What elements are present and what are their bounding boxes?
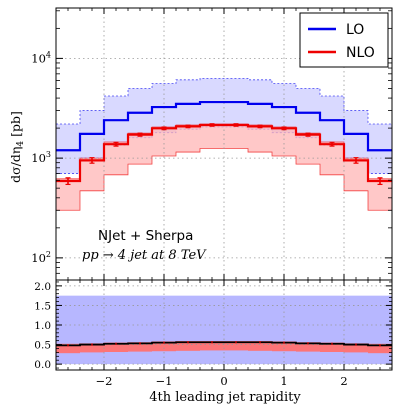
annotation-tool: NJet + Sherpa — [98, 228, 193, 244]
nlo-band-bin — [296, 133, 320, 165]
ratio-nlo-band-bin — [80, 343, 104, 353]
lo-band-bin — [56, 123, 80, 174]
nlo-band-bin — [200, 123, 224, 149]
lo-band-bin — [368, 123, 392, 174]
nlo-band-bin — [152, 127, 176, 157]
axis-labels: −2 −1 0 1 2 102 103 104 0.0 0.5 1.0 1.5 2.0 — [31, 50, 347, 388]
lo-line — [56, 100, 392, 152]
y-axis-title-subscript: 4 — [16, 141, 26, 147]
ratio-y-tick-label: 1.0 — [34, 320, 51, 332]
y-axis-title: dσ/dη4 [pb] — [8, 111, 26, 183]
svg-text:dσ/dη4[pb]: dσ/dη4 [pb] — [8, 111, 26, 183]
axis-ticks — [55, 8, 393, 370]
ratio-nlo-band-bin — [200, 341, 224, 351]
x-tick-label: 2 — [340, 374, 347, 388]
ratio-y-tick-label: 0.5 — [34, 340, 51, 352]
y-tick-label: 102 — [31, 250, 51, 265]
legend-nlo-label: NLO — [346, 45, 375, 61]
lo-band-edge — [56, 77, 392, 125]
ratio-nlo-band-bin — [104, 342, 128, 352]
nlo-band-bin — [128, 133, 152, 165]
ratio-nlo-band-bin — [248, 341, 272, 351]
y-axis-title-main: dσ/dη — [8, 147, 23, 183]
ratio-nlo-band-bin — [296, 342, 320, 352]
ratio-nlo-band-bin — [152, 341, 176, 352]
ratio-nlo-band-bin — [176, 341, 200, 351]
ratio-nlo-band-bin — [272, 341, 296, 352]
nlo-band-bin — [224, 123, 248, 149]
legend-box — [299, 12, 389, 68]
x-axis-title: 4th leading jet rapidity — [149, 390, 301, 405]
main-panel-series — [56, 100, 392, 186]
nlo-band-bin — [176, 124, 200, 153]
legend: LO NLO — [299, 12, 389, 68]
ratio-nlo-band-bin — [368, 343, 392, 354]
nlo-band-bin — [272, 127, 296, 157]
ratio-y-tick-label: 2.0 — [34, 281, 51, 293]
x-tick-label: 1 — [280, 374, 287, 388]
ratio-y-tick-label: 0.0 — [34, 359, 51, 371]
x-tick-label: −2 — [96, 374, 113, 388]
y-axis-title-unit: [pb] — [8, 111, 23, 137]
ratio-nlo-band-bin — [320, 342, 344, 352]
legend-lo-label: LO — [346, 22, 364, 38]
y-tick-label: 103 — [31, 150, 51, 165]
ratio-panel-series — [56, 341, 392, 347]
ratio-nlo-line — [56, 341, 392, 347]
ratio-y-tick-label: 1.5 — [34, 300, 51, 312]
ratio-nlo-band-bin — [56, 343, 80, 354]
nlo-band-bin — [248, 124, 272, 153]
nlo-line — [56, 123, 392, 183]
x-tick-label: −1 — [156, 374, 173, 388]
y-tick-label: 104 — [31, 50, 51, 65]
annotation-process: pp → 4 jet at 8 TeV — [82, 248, 207, 263]
ratio-nlo-band-bin — [128, 342, 152, 352]
ratio-nlo-band-bin — [344, 343, 368, 353]
x-tick-label: 0 — [220, 374, 227, 388]
ratio-nlo-band-bin — [224, 341, 248, 351]
